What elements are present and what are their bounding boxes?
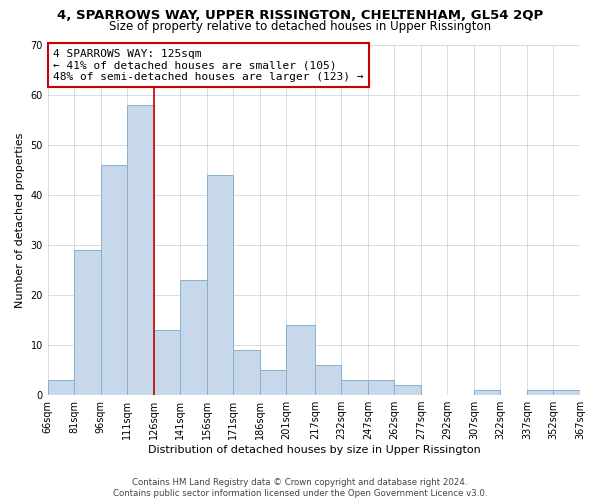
Bar	[127, 105, 154, 395]
Bar	[154, 330, 181, 395]
Bar	[394, 385, 421, 395]
Bar	[233, 350, 260, 395]
Bar	[553, 390, 580, 395]
Bar	[48, 380, 74, 395]
Bar	[474, 390, 500, 395]
Bar	[74, 250, 101, 395]
Bar	[260, 370, 286, 395]
Y-axis label: Number of detached properties: Number of detached properties	[15, 132, 25, 308]
Bar	[527, 390, 553, 395]
Bar	[368, 380, 394, 395]
Bar	[101, 165, 127, 395]
Bar	[181, 280, 207, 395]
X-axis label: Distribution of detached houses by size in Upper Rissington: Distribution of detached houses by size …	[148, 445, 480, 455]
Text: Contains HM Land Registry data © Crown copyright and database right 2024.
Contai: Contains HM Land Registry data © Crown c…	[113, 478, 487, 498]
Text: Size of property relative to detached houses in Upper Rissington: Size of property relative to detached ho…	[109, 20, 491, 33]
Bar	[315, 365, 341, 395]
Bar	[207, 175, 233, 395]
Text: 4, SPARROWS WAY, UPPER RISSINGTON, CHELTENHAM, GL54 2QP: 4, SPARROWS WAY, UPPER RISSINGTON, CHELT…	[57, 9, 543, 22]
Bar	[341, 380, 368, 395]
Bar	[286, 325, 315, 395]
Text: 4 SPARROWS WAY: 125sqm
← 41% of detached houses are smaller (105)
48% of semi-de: 4 SPARROWS WAY: 125sqm ← 41% of detached…	[53, 48, 364, 82]
